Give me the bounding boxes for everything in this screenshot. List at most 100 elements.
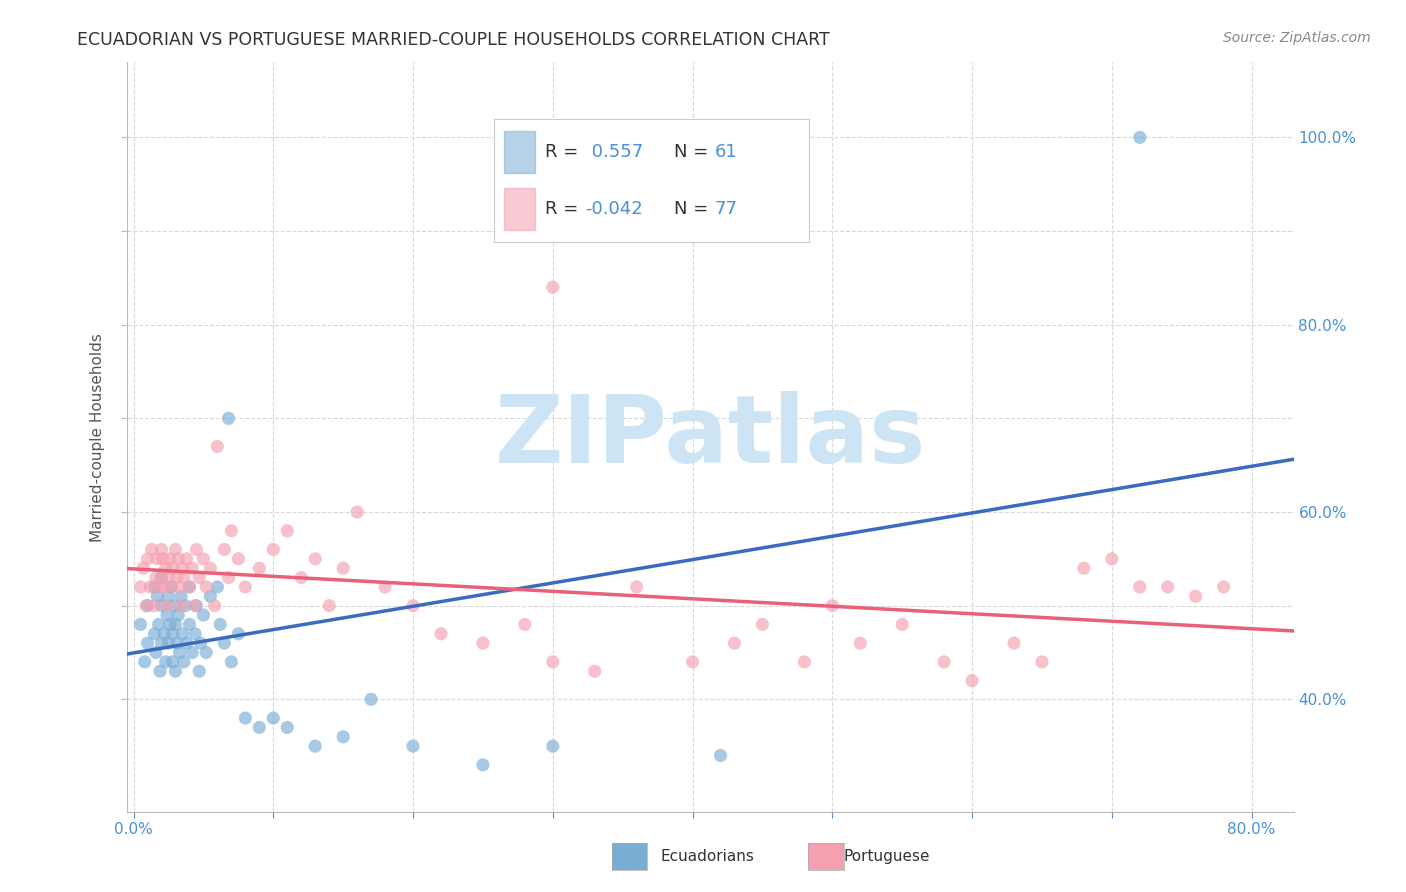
Point	[155, 561, 177, 575]
Point	[176, 551, 198, 566]
Point	[170, 590, 193, 604]
Point	[186, 542, 208, 557]
Point	[209, 617, 232, 632]
Point	[149, 664, 172, 679]
Point	[849, 636, 872, 650]
Point	[541, 655, 564, 669]
Point	[207, 580, 229, 594]
Point	[162, 626, 184, 640]
Point	[150, 599, 173, 613]
Point	[751, 617, 773, 632]
Point	[143, 580, 166, 594]
Point	[169, 580, 191, 594]
Point	[156, 599, 179, 613]
Point	[169, 646, 191, 660]
Point	[150, 571, 173, 585]
Point	[134, 655, 156, 669]
Point	[129, 580, 152, 594]
Point	[145, 571, 167, 585]
Point	[188, 571, 211, 585]
Point	[195, 646, 218, 660]
Point	[228, 551, 250, 566]
Point	[141, 542, 163, 557]
Point	[150, 636, 173, 650]
Point	[583, 664, 606, 679]
Point	[132, 561, 155, 575]
Point	[247, 721, 270, 735]
Point	[172, 626, 194, 640]
Point	[176, 636, 198, 650]
Point	[960, 673, 983, 688]
Point	[318, 599, 340, 613]
Point	[682, 655, 704, 669]
Point	[157, 571, 180, 585]
Point	[188, 664, 211, 679]
Point	[150, 571, 173, 585]
Point	[136, 636, 159, 650]
Point	[162, 561, 184, 575]
Point	[1073, 561, 1095, 575]
Point	[430, 626, 453, 640]
Point	[145, 646, 167, 660]
Point	[1157, 580, 1180, 594]
Point	[136, 551, 159, 566]
Point	[723, 636, 745, 650]
Point	[1002, 636, 1025, 650]
Point	[165, 617, 187, 632]
Point	[193, 551, 215, 566]
Point	[170, 599, 193, 613]
Point	[184, 626, 207, 640]
Point	[793, 655, 815, 669]
Point	[157, 636, 180, 650]
Point	[193, 608, 215, 623]
Point	[153, 580, 176, 594]
Point	[218, 571, 240, 585]
Point	[179, 580, 201, 594]
Point	[541, 280, 564, 294]
Point	[471, 636, 494, 650]
Point	[262, 711, 284, 725]
Point	[332, 561, 354, 575]
Point	[821, 599, 844, 613]
Point	[166, 636, 188, 650]
Point	[143, 599, 166, 613]
Point	[247, 561, 270, 575]
Point	[159, 617, 181, 632]
Point	[1129, 130, 1152, 145]
Point	[146, 551, 169, 566]
Point	[173, 655, 195, 669]
Point	[360, 692, 382, 706]
Point	[160, 580, 183, 594]
Point	[402, 599, 425, 613]
Point	[214, 636, 236, 650]
Point	[179, 617, 201, 632]
Point	[207, 439, 229, 453]
Point	[136, 599, 159, 613]
Point	[148, 580, 170, 594]
Point	[541, 739, 564, 753]
Point	[172, 561, 194, 575]
Point	[173, 571, 195, 585]
Point	[190, 636, 212, 650]
Point	[174, 599, 197, 613]
Point	[166, 571, 188, 585]
Point	[709, 748, 731, 763]
Point	[152, 551, 174, 566]
Point	[135, 599, 157, 613]
Point	[165, 664, 187, 679]
Point	[276, 524, 298, 538]
Point	[218, 411, 240, 425]
Point	[374, 580, 396, 594]
Point	[346, 505, 368, 519]
Point	[626, 580, 648, 594]
Point	[200, 590, 222, 604]
Point	[304, 739, 326, 753]
Point	[1184, 590, 1206, 604]
Text: Ecuadorians: Ecuadorians	[661, 849, 755, 863]
Y-axis label: Married-couple Households: Married-couple Households	[90, 333, 105, 541]
Point	[204, 599, 226, 613]
Point	[153, 626, 176, 640]
Point	[233, 711, 256, 725]
Point	[233, 580, 256, 594]
Point	[163, 599, 186, 613]
